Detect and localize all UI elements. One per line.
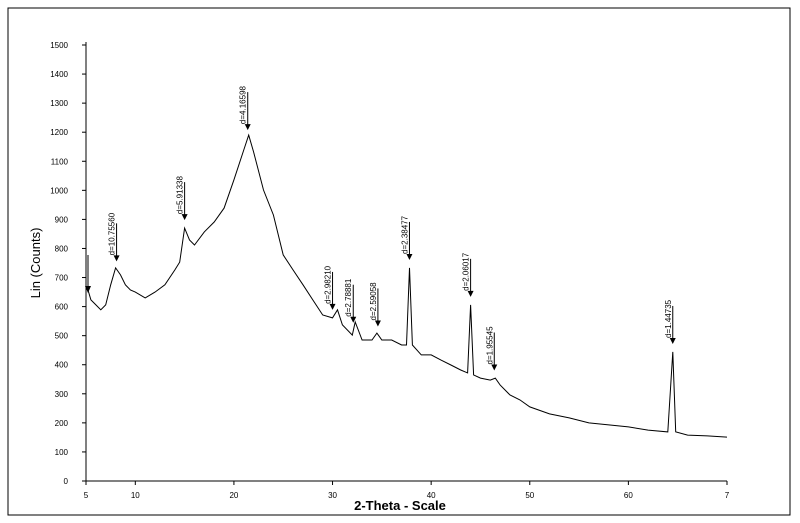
annotation-arrow <box>669 337 676 344</box>
x-axis-label: 2-Theta - Scale <box>354 498 446 513</box>
x-tick-label: 5 <box>84 491 89 500</box>
annotation-arrow <box>181 214 188 221</box>
annotation-arrow <box>374 320 381 327</box>
annotation-arrow <box>350 316 357 323</box>
annotation-arrow <box>244 124 251 131</box>
y-tick-label: 800 <box>55 244 69 253</box>
y-tick-label: 500 <box>55 332 69 341</box>
y-axis-label: Lin (Counts) <box>28 228 43 299</box>
y-tick-label: 1200 <box>50 128 68 137</box>
annotation-label: d=10.75560 <box>108 212 117 255</box>
x-tick-label: 10 <box>131 491 140 500</box>
y-tick-label: 100 <box>55 448 69 457</box>
x-tick-label: 50 <box>525 491 534 500</box>
y-tick-label: 200 <box>55 419 69 428</box>
y-tick-label: 1500 <box>50 41 68 50</box>
annotation-arrow <box>467 290 474 297</box>
annotation-label: d=1.44735 <box>664 299 673 338</box>
x-tick-label: 20 <box>229 491 238 500</box>
annotation-label: d=1.95545 <box>485 326 494 365</box>
annotation-label: d=4.16598 <box>239 85 248 124</box>
x-tick-label: 7 <box>725 491 730 500</box>
annotation-label: d=2.59058 <box>369 282 378 321</box>
annotation-label: d=2.38477 <box>400 215 409 254</box>
annotation-arrow <box>406 253 413 260</box>
y-tick-label: 1300 <box>50 99 68 108</box>
y-tick-label: 700 <box>55 274 69 283</box>
diffraction-line <box>87 133 728 438</box>
y-tick-label: 1100 <box>51 157 69 166</box>
x-tick-label: 60 <box>624 491 633 500</box>
y-tick-label: 1000 <box>50 186 68 195</box>
annotation-arrow <box>491 364 498 371</box>
frame <box>7 7 791 516</box>
annotation-label: d=5.91338 <box>176 176 185 215</box>
y-tick-label: 900 <box>55 215 69 224</box>
annotation-arrow <box>113 255 120 262</box>
annotation-label: d=2.98210 <box>324 265 333 304</box>
y-tick-label: 1400 <box>50 70 68 79</box>
annotation-arrow <box>329 303 336 310</box>
y-tick-label: 400 <box>55 361 69 370</box>
y-tick-label: 600 <box>55 303 69 312</box>
arrow-head <box>85 286 91 293</box>
annotation-label: d=2.06017 <box>462 252 471 291</box>
y-tick-label: 0 <box>64 477 69 486</box>
annotation-label: d=2.78881 <box>344 278 353 317</box>
x-tick-label: 40 <box>427 491 436 500</box>
y-tick-label: 300 <box>55 390 69 399</box>
x-tick-label: 30 <box>328 491 337 500</box>
